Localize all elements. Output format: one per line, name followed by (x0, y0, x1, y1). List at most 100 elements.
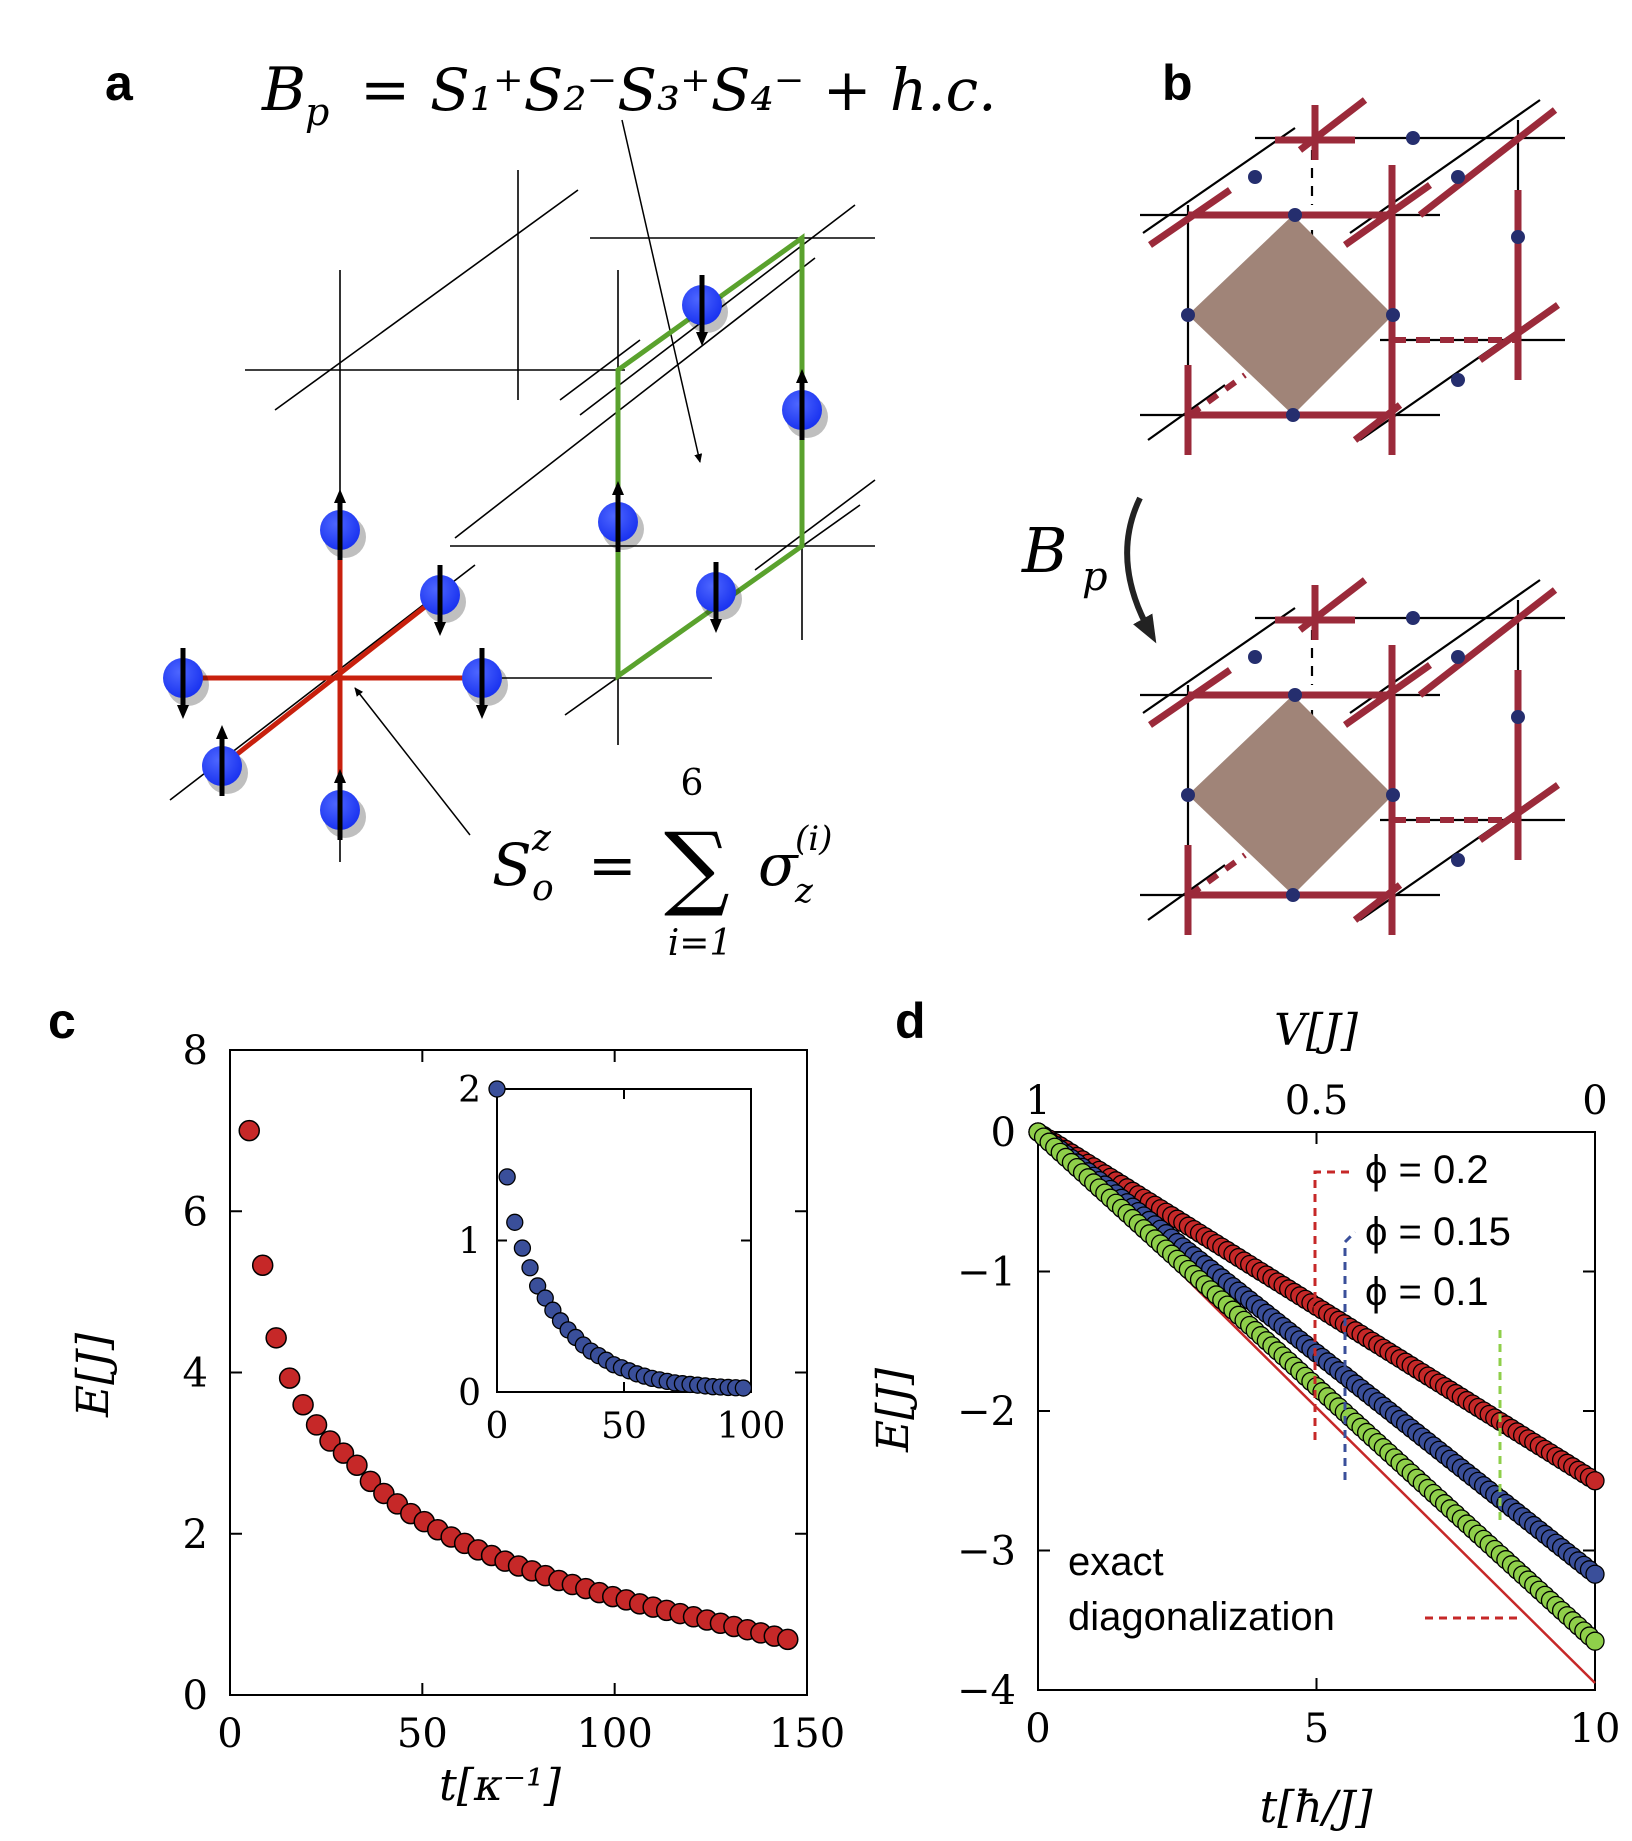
panel-b: b B p (1021, 55, 1565, 935)
chart-d-point (1585, 1631, 1605, 1651)
chart-c-point (359, 1470, 382, 1493)
spin-site (163, 648, 209, 719)
sum-sign: ∑ (664, 813, 730, 920)
inset-frame (496, 1088, 752, 1393)
chart-d-ytick: −1 (957, 1250, 1016, 1296)
panel-d: d 0 5 101 0.5 00−1−2−3−4 ϕ = 0.2ϕ = 0.15ϕ = … (868, 993, 1620, 1833)
flux-site (1511, 230, 1525, 244)
flux-cube-before (1140, 97, 1565, 455)
chart-c-point (319, 1430, 341, 1452)
flux-site (1451, 170, 1465, 184)
chart-d-top-xtick: 1 (1025, 1078, 1050, 1124)
inset-ytick: 0 (458, 1373, 481, 1414)
chart-d-series (1028, 1122, 1605, 1651)
chart-d-xlabel: t[ħ/J] (1260, 1782, 1374, 1833)
spin-site (782, 369, 828, 440)
chart-d-series-group (1028, 1122, 1605, 1491)
plaquette-pointer-arrow (621, 119, 703, 463)
flux-site (1386, 308, 1400, 322)
sz-lhs-sub: o (532, 868, 554, 909)
flux-site (1288, 688, 1302, 702)
panel-label-c: c (48, 993, 76, 1049)
flux-site (1286, 408, 1300, 422)
chart-d-ytick: 0 (991, 1110, 1016, 1156)
spin-site (682, 275, 728, 346)
panel-a: a B p = S₁⁺S₂⁻S₃⁺S₄⁻ + h.c. S z o = ∑ (105, 55, 997, 964)
inset-xtick: 0 (486, 1406, 509, 1447)
chart-c-ytick: 6 (183, 1189, 208, 1235)
chart-c-xtick: 50 (397, 1711, 448, 1757)
bp-action-arrow (1124, 496, 1157, 644)
legend-leader-line (1313, 1170, 1355, 1440)
inset-ytick: 1 (458, 1222, 481, 1263)
spin-site (420, 565, 466, 636)
chart-d-ytick: −3 (957, 1529, 1016, 1575)
bp-lhs-sub: p (305, 90, 329, 134)
sum-term-sub: z (794, 871, 814, 911)
chart-c-ytick: 2 (183, 1512, 208, 1558)
chart-c-point (292, 1394, 314, 1416)
chart-d-top-xtick: 0 (1582, 1078, 1607, 1124)
panel-label-d: d (895, 993, 926, 1049)
flux-site (1451, 853, 1465, 867)
chart-c-point (265, 1327, 287, 1349)
bp-equals: = (360, 55, 410, 125)
panel-c: c 0 50 100 150 0 2 4 6 8 t[κ⁻¹] E[J] 0 50 100 0 1 2 (48, 993, 845, 1811)
chart-c-point (251, 1254, 274, 1277)
inset-point (536, 1289, 554, 1307)
legend-leader-line (1343, 1230, 1357, 1480)
panel-label-a: a (105, 55, 134, 111)
flux-site (1511, 710, 1525, 724)
flux-site (1248, 170, 1262, 184)
flux-site (1451, 373, 1465, 387)
lattice-bond (559, 339, 641, 401)
spin-site (320, 489, 366, 560)
chart-c-xlabel: t[κ⁻¹] (439, 1760, 562, 1811)
chart-c-ytick: 4 (183, 1351, 208, 1397)
chart-c-ytick: 0 (183, 1673, 208, 1719)
bp-rhs: S₁⁺S₂⁻S₃⁺S₄⁻ + h.c. (430, 56, 997, 124)
bp-lhs: B (261, 55, 306, 125)
flux-site (1248, 650, 1262, 664)
flux-site (1406, 131, 1420, 145)
inset-point (528, 1277, 547, 1295)
flux-site (1386, 788, 1400, 802)
sum-term-sup: (i) (795, 819, 832, 859)
cubic-lattice (165, 170, 876, 862)
panel-label-b: b (1162, 55, 1193, 111)
inset-point (513, 1239, 532, 1257)
spin-site (202, 725, 248, 796)
inset-ytick: 2 (458, 1070, 481, 1111)
chart-d-ytick: −4 (957, 1668, 1016, 1714)
chart-d-ytick: −2 (957, 1389, 1016, 1435)
flux-site (1181, 788, 1195, 802)
spin-site (462, 648, 508, 719)
inset-xtick: 50 (601, 1406, 647, 1447)
spin-site (696, 562, 742, 633)
lattice-bond (454, 257, 816, 539)
inset-point (488, 1080, 506, 1098)
legend-entry: ϕ = 0.15 (1365, 1210, 1511, 1254)
chart-c-ytick: 8 (183, 1028, 208, 1074)
chart-d-point (1585, 1471, 1605, 1491)
lattice-bond (754, 479, 876, 571)
flux-site (1181, 308, 1195, 322)
spin-sites (163, 275, 828, 840)
plaquette-operator-equation: B p = S₁⁺S₂⁻S₃⁺S₄⁻ + h.c. (261, 55, 997, 134)
bp-arrow-label: B (1021, 514, 1068, 587)
reference-label-line1: exact (1068, 1540, 1164, 1584)
chart-c-point (278, 1367, 301, 1389)
inset-point (734, 1379, 753, 1397)
inset-point (521, 1259, 539, 1277)
chart-d-top-xtick: 0.5 (1285, 1078, 1349, 1124)
sz-equals: = (588, 831, 637, 899)
flux-plaquette (1188, 695, 1393, 895)
chart-c-xtick: 100 (576, 1711, 652, 1757)
inset-axes: 0 50 100 0 1 2 (458, 1070, 785, 1447)
flux-site (1406, 611, 1420, 625)
chart-d-top-xlabel: V[J] (1274, 1005, 1359, 1056)
reference-label-line2: diagonalization (1068, 1595, 1335, 1639)
chart-c-series (238, 1119, 799, 1651)
